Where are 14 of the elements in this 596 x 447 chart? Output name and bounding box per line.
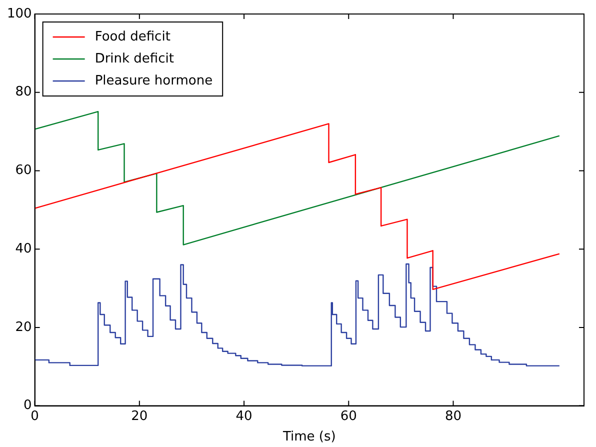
legend-label: Pleasure hormone xyxy=(94,73,213,88)
x-tick-label: 80 xyxy=(444,408,462,424)
y-tick-label: 60 xyxy=(15,163,32,178)
y-tick-label: 20 xyxy=(15,320,32,335)
legend-label: Food deficit xyxy=(94,29,170,44)
legend-label: Drink deficit xyxy=(94,51,174,66)
x-tick-label: 20 xyxy=(131,408,148,424)
y-tick-label: 0 xyxy=(24,398,32,414)
x-tick-label: 40 xyxy=(236,408,252,424)
x-tick-label: 60 xyxy=(340,408,357,424)
y-tick-label: 100 xyxy=(6,6,32,22)
y-tick-label: 40 xyxy=(15,241,32,256)
y-tick-label: 80 xyxy=(15,84,32,100)
x-axis-title: Time (s) xyxy=(282,430,336,445)
